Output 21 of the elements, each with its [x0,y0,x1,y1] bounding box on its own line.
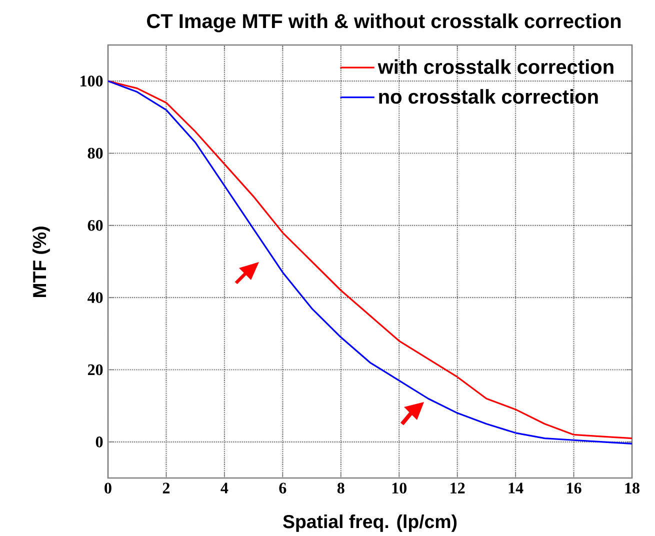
x-tick-label: 2 [162,482,170,494]
y-tick-label: 60 [88,220,103,231]
y-tick-label: 100 [80,76,103,86]
y-tick-label: 20 [88,364,103,375]
y-tick-label: 0 [96,436,103,448]
y-tick-label: 40 [88,292,103,303]
x-axis-title: Spatial freq. (lp/cm) [283,514,457,532]
chart-title: CT Image MTF with & without crosstalk correction [147,13,621,32]
x-tick-label: 18 [625,482,640,494]
x-tick-label: 12 [450,482,465,494]
legend-label: with crosstalk correction [378,59,614,74]
x-tick-label: 10 [392,482,406,494]
legend-label: no crosstalk correction [379,88,598,104]
x-tick-label: 6 [279,482,286,494]
y-axis-title: MTF (%) [32,226,50,297]
x-tick-label: 16 [567,482,582,494]
y-tick-label: 80 [88,148,103,158]
x-tick-label: 14 [508,482,524,494]
x-tick-label: 8 [337,482,344,494]
x-tick-label: 4 [220,482,228,494]
x-tick-label: 0 [104,482,112,494]
